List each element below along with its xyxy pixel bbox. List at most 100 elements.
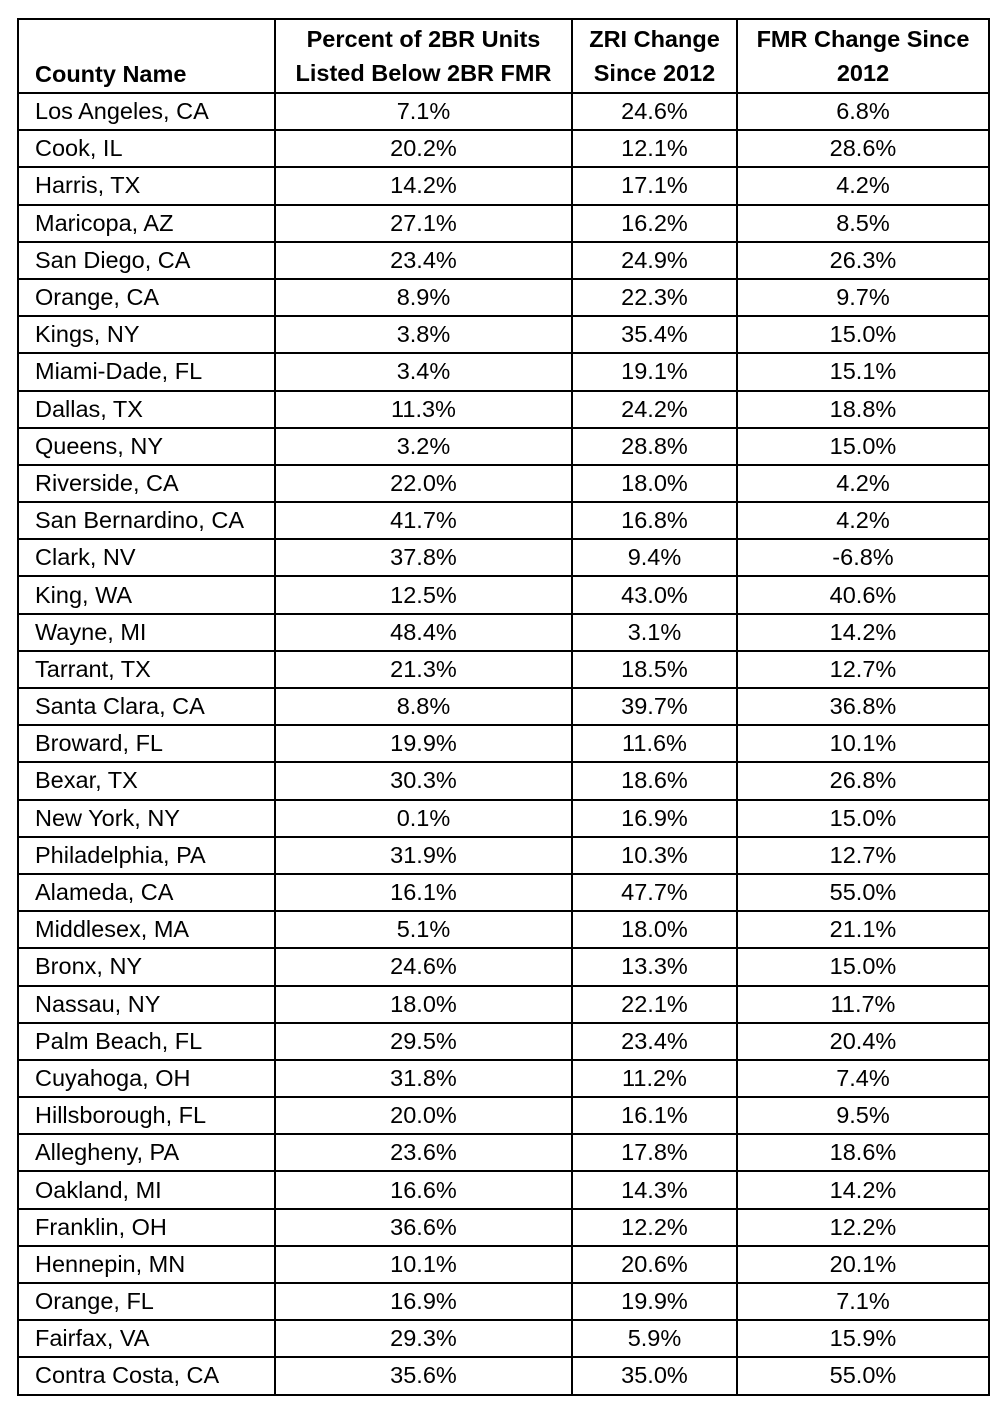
cell-fmr-change: 6.8% (736, 91, 990, 132)
table-row: Broward, FL 19.9% 11.6% 10.1% (17, 724, 990, 764)
cell-percent-below-fmr: 7.1% (274, 91, 573, 132)
cell-county-name: San Diego, CA (17, 240, 276, 280)
cell-fmr-change: 11.7% (736, 984, 990, 1024)
cell-zri-change: 24.6% (571, 91, 738, 132)
header-percent-line1: Percent of 2BR Units (306, 26, 541, 52)
cell-fmr-change: 15.0% (736, 947, 990, 987)
cell-zri-change: 43.0% (571, 575, 738, 615)
cell-percent-below-fmr: 16.6% (274, 1170, 573, 1210)
table-row: Allegheny, PA 23.6% 17.8% 18.6% (17, 1133, 990, 1173)
cell-county-name: Harris, TX (17, 166, 276, 206)
cell-fmr-change: 14.2% (736, 1170, 990, 1210)
cell-zri-change: 23.4% (571, 1021, 738, 1061)
header-zri-line1: ZRI Change (589, 26, 720, 52)
cell-percent-below-fmr: 37.8% (274, 538, 573, 578)
cell-zri-change: 11.2% (571, 1058, 738, 1099)
cell-percent-below-fmr: 20.2% (274, 129, 573, 169)
cell-county-name: Broward, FL (17, 724, 276, 764)
cell-fmr-change: 15.9% (736, 1319, 990, 1359)
header-fmr-line1: FMR Change Since (756, 26, 970, 52)
table-row: Kings, NY 3.8% 35.4% 15.0% (17, 315, 990, 355)
cell-zri-change: 16.1% (571, 1096, 738, 1136)
cell-zri-change: 11.6% (571, 724, 738, 764)
table-row: Bronx, NY 24.6% 13.3% 15.0% (17, 947, 990, 987)
cell-percent-below-fmr: 14.2% (274, 166, 573, 206)
cell-zri-change: 28.8% (571, 426, 738, 466)
cell-percent-below-fmr: 30.3% (274, 761, 573, 801)
cell-percent-below-fmr: 5.1% (274, 910, 573, 950)
cell-zri-change: 19.9% (571, 1281, 738, 1322)
cell-percent-below-fmr: 3.2% (274, 426, 573, 466)
cell-county-name: Franklin, OH (17, 1207, 276, 1247)
cell-county-name: Hennepin, MN (17, 1244, 276, 1285)
cell-county-name: Bexar, TX (17, 761, 276, 801)
cell-percent-below-fmr: 31.9% (274, 835, 573, 875)
cell-county-name: King, WA (17, 575, 276, 615)
cell-county-name: Middlesex, MA (17, 910, 276, 950)
table-row: Philadelphia, PA 31.9% 10.3% 12.7% (17, 835, 990, 875)
cell-fmr-change: 20.4% (736, 1021, 990, 1061)
cell-fmr-change: 9.5% (736, 1096, 990, 1136)
cell-fmr-change: 26.3% (736, 240, 990, 280)
cell-fmr-change: 28.6% (736, 129, 990, 169)
table-header: County Name Percent of 2BR Units Listed … (17, 18, 990, 94)
data-table-container: County Name Percent of 2BR Units Listed … (17, 18, 990, 1396)
table-row: Santa Clara, CA 8.8% 39.7% 36.8% (17, 686, 990, 727)
cell-fmr-change: 15.0% (736, 798, 990, 838)
cell-county-name: Cook, IL (17, 129, 276, 169)
cell-county-name: Bronx, NY (17, 947, 276, 987)
cell-zri-change: 18.5% (571, 649, 738, 690)
table-row: Contra Costa, CA 35.6% 35.0% 55.0% (17, 1356, 990, 1396)
cell-zri-change: 14.3% (571, 1170, 738, 1210)
cell-fmr-change: 18.8% (736, 389, 990, 429)
cell-percent-below-fmr: 22.0% (274, 463, 573, 504)
table-row: Franklin, OH 36.6% 12.2% 12.2% (17, 1207, 990, 1247)
table-body: Los Angeles, CA 7.1% 24.6% 6.8% Cook, IL 20.2… (17, 91, 990, 1396)
cell-zri-change: 12.1% (571, 129, 738, 169)
cell-zri-change: 16.2% (571, 203, 738, 243)
cell-percent-below-fmr: 8.8% (274, 686, 573, 727)
header-zri-change: ZRI Change Since 2012 (571, 18, 738, 94)
cell-percent-below-fmr: 29.5% (274, 1021, 573, 1061)
table-row: Nassau, NY 18.0% 22.1% 11.7% (17, 984, 990, 1024)
cell-percent-below-fmr: 0.1% (274, 798, 573, 838)
cell-fmr-change: 9.7% (736, 277, 990, 318)
table-row: Tarrant, TX 21.3% 18.5% 12.7% (17, 649, 990, 690)
cell-fmr-change: 55.0% (736, 872, 990, 913)
cell-percent-below-fmr: 3.8% (274, 315, 573, 355)
cell-percent-below-fmr: 16.9% (274, 1281, 573, 1322)
cell-zri-change: 19.1% (571, 352, 738, 392)
cell-zri-change: 3.1% (571, 612, 738, 652)
cell-county-name: Orange, CA (17, 277, 276, 318)
cell-fmr-change: 7.1% (736, 1281, 990, 1322)
cell-county-name: Tarrant, TX (17, 649, 276, 690)
table-row: Queens, NY 3.2% 28.8% 15.0% (17, 426, 990, 466)
cell-percent-below-fmr: 23.4% (274, 240, 573, 280)
cell-percent-below-fmr: 23.6% (274, 1133, 573, 1173)
cell-zri-change: 10.3% (571, 835, 738, 875)
cell-fmr-change: 4.2% (736, 463, 990, 504)
cell-fmr-change: 36.8% (736, 686, 990, 727)
cell-fmr-change: 12.7% (736, 835, 990, 875)
cell-county-name: Dallas, TX (17, 389, 276, 429)
table-row: Maricopa, AZ 27.1% 16.2% 8.5% (17, 203, 990, 243)
table-row: Hennepin, MN 10.1% 20.6% 20.1% (17, 1244, 990, 1285)
header-county-name: County Name (17, 18, 276, 94)
cell-county-name: Oakland, MI (17, 1170, 276, 1210)
cell-county-name: Nassau, NY (17, 984, 276, 1024)
county-rent-table: County Name Percent of 2BR Units Listed … (17, 18, 990, 1396)
header-fmr-change: FMR Change Since 2012 (736, 18, 990, 94)
cell-zri-change: 5.9% (571, 1319, 738, 1359)
table-row: San Bernardino, CA 41.7% 16.8% 4.2% (17, 501, 990, 541)
header-fmr-line2: 2012 (836, 60, 890, 86)
cell-percent-below-fmr: 41.7% (274, 501, 573, 541)
cell-fmr-change: 15.0% (736, 426, 990, 466)
cell-fmr-change: 10.1% (736, 724, 990, 764)
cell-percent-below-fmr: 18.0% (274, 984, 573, 1024)
cell-fmr-change: 18.6% (736, 1133, 990, 1173)
table-row: Cook, IL 20.2% 12.1% 28.6% (17, 129, 990, 169)
cell-percent-below-fmr: 12.5% (274, 575, 573, 615)
cell-fmr-change: 4.2% (736, 166, 990, 206)
cell-percent-below-fmr: 31.8% (274, 1058, 573, 1099)
cell-county-name: Contra Costa, CA (17, 1356, 276, 1396)
